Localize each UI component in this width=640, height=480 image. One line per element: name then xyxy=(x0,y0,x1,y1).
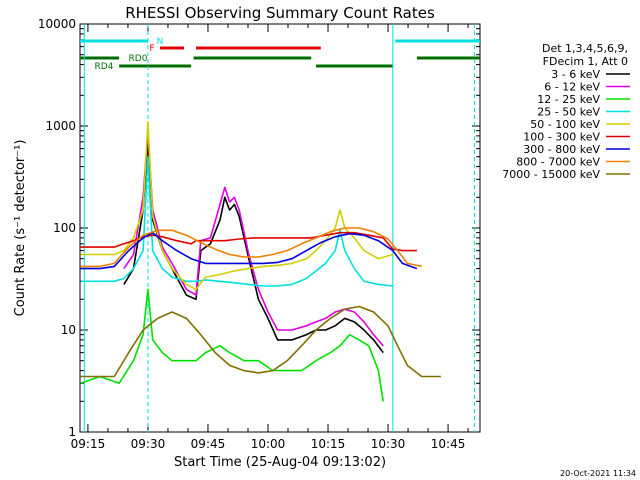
legend-header-line-1: Det 1,3,4,5,6,9, xyxy=(542,42,628,55)
x-tick-label: 10:15 xyxy=(311,437,346,451)
x-tick-label: 09:15 xyxy=(71,437,106,451)
x-tick-label: 10:30 xyxy=(371,437,406,451)
series-line-1 xyxy=(123,129,384,347)
x-axis-label: Start Time (25-Aug-04 09:13:02) xyxy=(174,455,386,470)
legend-label: 3 - 6 keV xyxy=(551,68,600,81)
legend-label: 800 - 7000 keV xyxy=(516,156,600,169)
y-axis-label: Count Rate (s⁻¹ detector⁻¹) xyxy=(13,140,28,317)
series-line-3 xyxy=(80,155,393,287)
series-line-7 xyxy=(80,227,422,268)
legend-label: 50 - 100 keV xyxy=(530,118,600,131)
x-axis: 09:15 09:30 09:45 10:00 10:15 10:30 10:45 xyxy=(71,24,469,451)
legend-label: 7000 - 15000 keV xyxy=(502,168,600,181)
series-line-5 xyxy=(80,231,417,252)
series-line-2 xyxy=(80,288,384,402)
x-tick-label: 09:30 xyxy=(131,437,166,451)
legend-label: 25 - 50 keV xyxy=(537,106,600,119)
chart-title: RHESSI Observing Summary Count Rates xyxy=(125,4,435,22)
x-tick-label: 10:45 xyxy=(431,437,466,451)
legend-header-line-2: FDecim 1, Att 0 xyxy=(543,55,628,68)
y-axis: 1 10 100 1000 10000 xyxy=(38,17,480,439)
attenuator-lines xyxy=(83,24,475,432)
series-line-4 xyxy=(80,121,394,291)
y-tick-label: 100 xyxy=(53,221,76,235)
legend-label: 300 - 800 keV xyxy=(523,143,600,156)
legend-label: 12 - 25 keV xyxy=(537,93,600,106)
flag-label-rd0: RD0 xyxy=(129,54,148,64)
flag-label-rd4: RD4 xyxy=(95,62,114,72)
series-line-6 xyxy=(80,231,418,270)
legend-label: 6 - 12 keV xyxy=(544,81,600,94)
y-tick-label: 1 xyxy=(68,425,76,439)
series-line-8 xyxy=(80,305,441,378)
y-tick-label: 10000 xyxy=(38,17,76,31)
series-group xyxy=(80,121,441,402)
legend-label: 100 - 300 keV xyxy=(523,131,600,144)
flag-label-f: F xyxy=(149,44,154,54)
legend: Det 1,3,4,5,6,9, FDecim 1, Att 0 3 - 6 k… xyxy=(502,42,630,181)
x-tick-label: 09:45 xyxy=(191,437,226,451)
timestamp-footer: 20-Oct-2021 11:34 xyxy=(560,469,636,478)
x-tick-label: 10:00 xyxy=(251,437,286,451)
flag-label-n: N xyxy=(157,37,164,47)
y-tick-label: 1000 xyxy=(45,119,76,133)
y-tick-label: 10 xyxy=(61,323,76,337)
